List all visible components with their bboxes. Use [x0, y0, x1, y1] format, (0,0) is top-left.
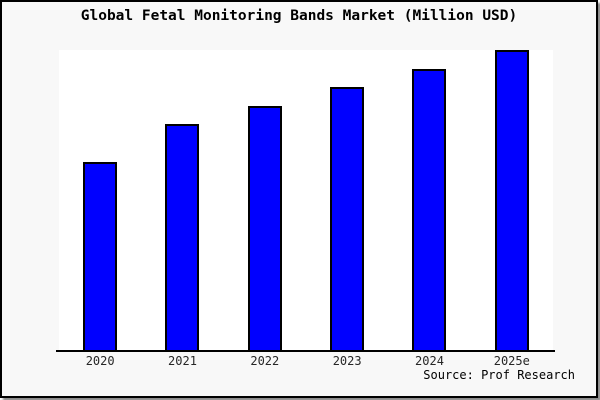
bar-slot [224, 50, 306, 350]
chart-title: Global Fetal Monitoring Bands Market (Mi… [80, 8, 518, 24]
bar-slot [141, 50, 223, 350]
bar-slot [471, 50, 553, 350]
bar-slot [306, 50, 388, 350]
bar-slot [59, 50, 141, 350]
bar-2024 [412, 68, 447, 350]
bar-slot [388, 50, 470, 350]
bar-2022 [247, 105, 282, 350]
bar-2025e [494, 50, 529, 350]
x-tick-label-2024: 2024 [415, 354, 444, 368]
x-tick-label-2025e: 2025e [493, 354, 530, 368]
x-tick-label-2023: 2023 [332, 354, 362, 368]
x-tick-label-2022: 2022 [250, 354, 280, 368]
x-axis-labels: 2020 2021 2022 2023 2024 2025e [59, 355, 553, 368]
bar-2023 [330, 86, 365, 350]
plot-area [59, 50, 553, 350]
bar-2020 [83, 161, 118, 350]
x-tick-label-2020: 2020 [85, 354, 115, 368]
x-axis-line [56, 350, 555, 352]
x-tick-label-2021: 2021 [168, 354, 197, 368]
bar-2021 [165, 124, 200, 350]
source-attribution: Source: Prof Research [423, 368, 575, 382]
